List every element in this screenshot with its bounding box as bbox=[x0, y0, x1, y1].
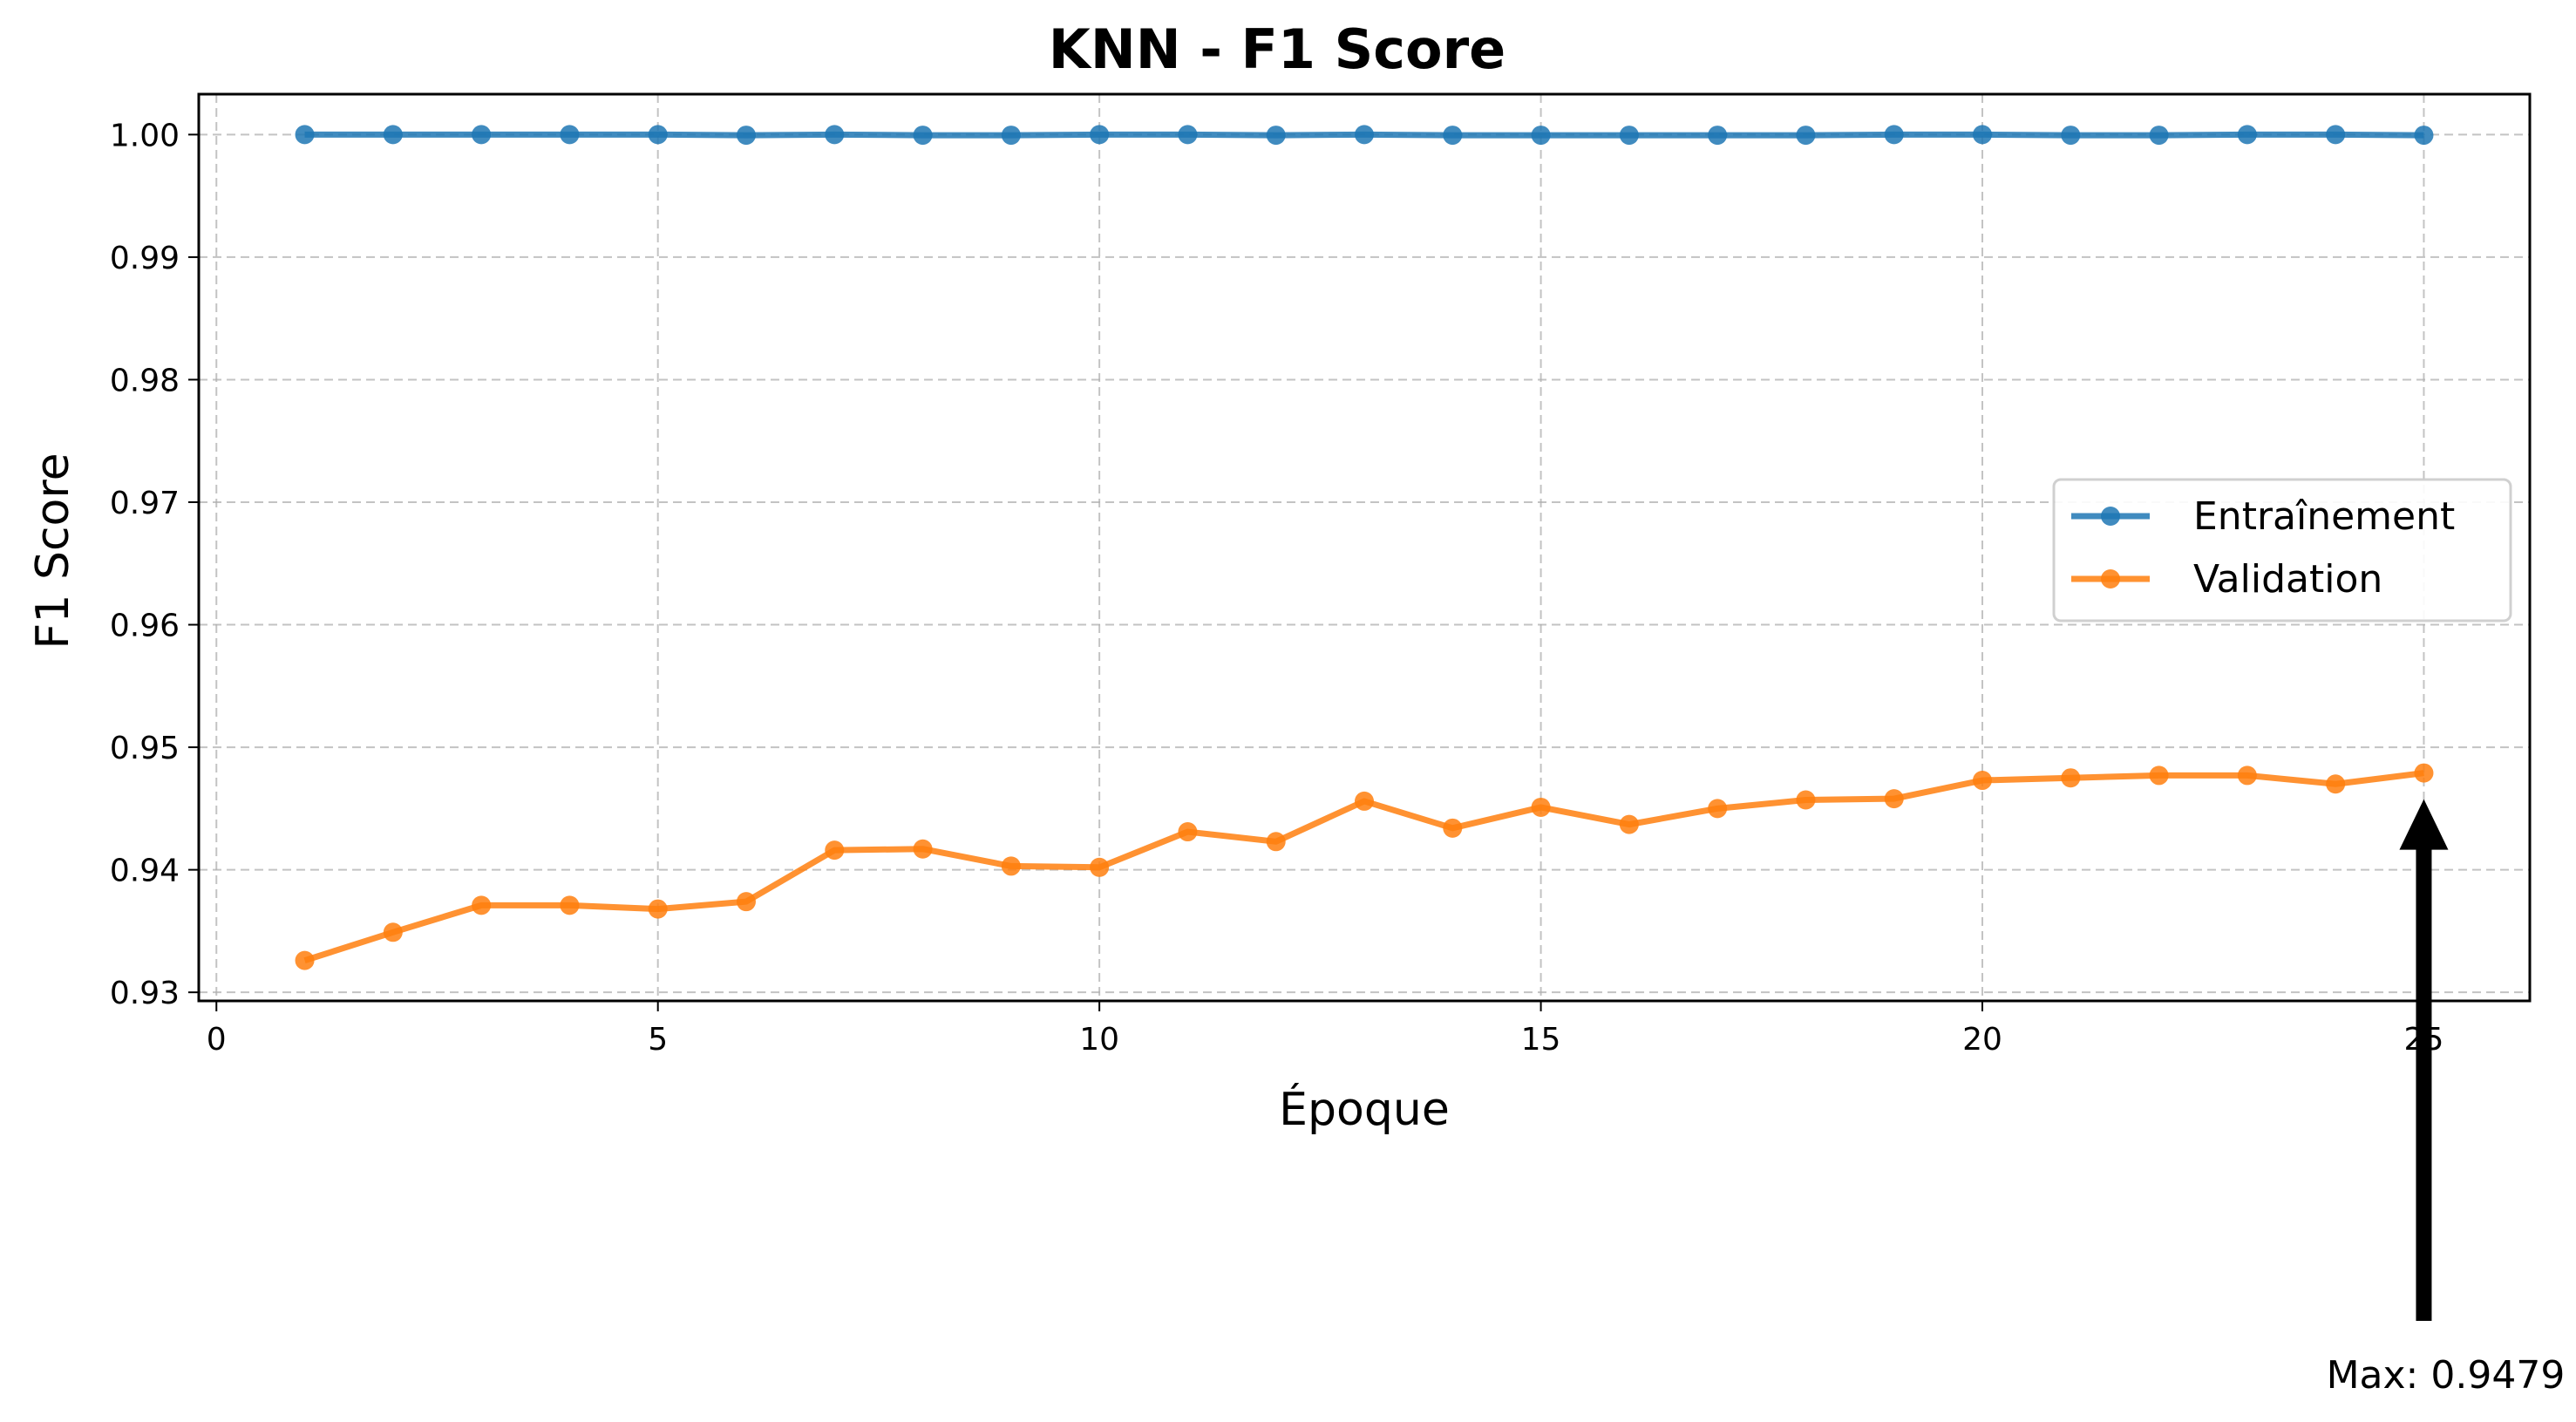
y-tick-label-5: 0.98 bbox=[110, 363, 180, 398]
y-axis-label: F1 Score bbox=[27, 452, 79, 649]
series-0-point-17 bbox=[1796, 126, 1816, 146]
series-layer bbox=[295, 125, 2434, 970]
series-1-point-5 bbox=[736, 892, 756, 912]
y-tick-label-4: 0.97 bbox=[110, 486, 180, 521]
x-tick-label-0: 0 bbox=[207, 1022, 227, 1058]
series-1-point-16 bbox=[1708, 799, 1728, 819]
x-tick-label-3: 15 bbox=[1521, 1022, 1561, 1058]
series-0-point-0 bbox=[295, 125, 315, 145]
series-0-point-9 bbox=[1090, 125, 1110, 145]
series-0-point-12 bbox=[1355, 125, 1374, 145]
annotation: Max: 0.9479 bbox=[2327, 799, 2566, 1398]
series-0-point-18 bbox=[1884, 125, 1904, 145]
series-0-point-22 bbox=[2237, 125, 2257, 145]
y-tick-label-3: 0.96 bbox=[110, 609, 180, 644]
plot-frame bbox=[197, 92, 2532, 1003]
y-tick-label-2: 0.95 bbox=[110, 731, 180, 766]
series-1-point-7 bbox=[913, 839, 933, 859]
series-0-point-2 bbox=[472, 125, 492, 145]
legend-label-0: Entraînement bbox=[2193, 494, 2455, 539]
series-1-point-3 bbox=[560, 895, 580, 915]
series-1-point-14 bbox=[1531, 797, 1551, 817]
y-tick-label-0: 0.93 bbox=[110, 976, 180, 1011]
series-1-point-6 bbox=[825, 840, 845, 861]
series-0-point-16 bbox=[1708, 126, 1728, 146]
axes: 05101520250.930.940.950.960.970.980.991.… bbox=[110, 92, 2532, 1058]
annotation-arrow-head bbox=[2399, 799, 2449, 850]
series-1-point-19 bbox=[1973, 771, 1993, 791]
x-axis-label: Époque bbox=[1279, 1083, 1450, 1136]
legend-marker-0 bbox=[2101, 507, 2120, 526]
series-0-point-19 bbox=[1973, 125, 1993, 145]
legend-box bbox=[2052, 478, 2512, 623]
series-0-point-13 bbox=[1443, 126, 1463, 146]
series-1-point-9 bbox=[1090, 857, 1110, 877]
series-0-point-4 bbox=[648, 125, 668, 145]
annotation-label: Max: 0.9479 bbox=[2327, 1353, 2566, 1398]
series-0-point-5 bbox=[736, 126, 756, 146]
legend-label-1: Validation bbox=[2193, 557, 2382, 602]
series-1-point-15 bbox=[1619, 814, 1639, 834]
series-0-point-15 bbox=[1619, 126, 1639, 146]
series-0-point-23 bbox=[2326, 125, 2346, 145]
x-tick-label-2: 10 bbox=[1079, 1022, 1119, 1058]
series-1-point-13 bbox=[1443, 818, 1463, 838]
series-1-point-12 bbox=[1355, 791, 1374, 811]
series-0-point-3 bbox=[560, 125, 580, 145]
series-1-point-18 bbox=[1884, 789, 1904, 809]
series-1-point-17 bbox=[1796, 790, 1816, 810]
x-tick-label-4: 20 bbox=[1962, 1022, 2002, 1058]
series-0-point-6 bbox=[825, 125, 845, 145]
y-tick-label-6: 0.99 bbox=[110, 241, 180, 276]
legend-marker-1 bbox=[2101, 569, 2120, 589]
series-1-point-24 bbox=[2414, 763, 2434, 783]
series-1-point-8 bbox=[1001, 856, 1021, 876]
series-0-point-11 bbox=[1266, 126, 1286, 146]
series-0-point-8 bbox=[1001, 126, 1021, 146]
series-1-point-11 bbox=[1266, 832, 1286, 852]
series-0-point-14 bbox=[1531, 126, 1551, 146]
series-1-point-10 bbox=[1178, 822, 1198, 842]
x-tick-label-1: 5 bbox=[648, 1022, 668, 1058]
series-0-point-1 bbox=[383, 125, 403, 145]
y-tick-label-1: 0.94 bbox=[110, 854, 180, 889]
series-0-point-7 bbox=[913, 126, 933, 146]
series-1-point-2 bbox=[472, 895, 492, 915]
chart-title: KNN - F1 Score bbox=[1049, 17, 1505, 81]
series-0-point-21 bbox=[2149, 126, 2169, 146]
legend: Entraînement Validation bbox=[2052, 478, 2512, 623]
series-1-point-22 bbox=[2237, 765, 2257, 786]
series-0-point-10 bbox=[1178, 125, 1198, 145]
series-1-point-20 bbox=[2061, 768, 2081, 788]
series-0-point-20 bbox=[2061, 126, 2081, 146]
series-1-point-0 bbox=[295, 950, 315, 970]
series-1-point-23 bbox=[2326, 774, 2346, 794]
series-1-point-1 bbox=[383, 922, 403, 942]
series-1-point-4 bbox=[648, 899, 668, 919]
series-0-point-24 bbox=[2414, 126, 2434, 146]
series-1-point-21 bbox=[2149, 765, 2169, 786]
y-tick-label-7: 1.00 bbox=[110, 118, 180, 153]
